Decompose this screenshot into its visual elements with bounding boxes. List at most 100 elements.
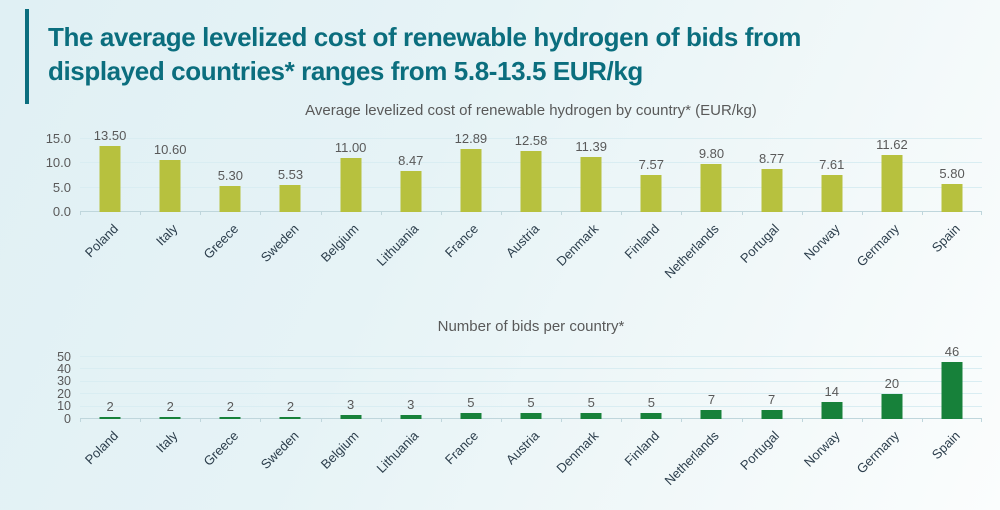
x-label-germany: Germany	[854, 221, 903, 270]
value-label-sweden: 2	[286, 398, 295, 414]
x-tick-norway: Norway	[800, 212, 862, 286]
x-tick-italy: Italy	[140, 212, 200, 286]
x-tick-norway: Norway	[800, 419, 862, 493]
bar-norway	[821, 174, 843, 212]
x-tick-poland: Poland	[80, 419, 140, 493]
value-label-belgium: 11.00	[334, 140, 367, 156]
value-label-portugal: 8.77	[758, 151, 785, 167]
bar-netherlands	[700, 164, 722, 212]
bids-chart-y-axis: 0 10 20 30 40 50	[30, 335, 80, 493]
bids-chart-main: 2 2 2 2 3 3 5 5 5 5 7 7 14 20 46 Poland Italy Greece Swed…	[80, 335, 983, 493]
bar-column-austria: 12.58	[501, 133, 561, 212]
bar-column-denmark: 11.39	[561, 139, 621, 212]
bar-column-lithuania: 8.47	[381, 139, 441, 212]
value-label-greece: 2	[226, 398, 234, 414]
bar-column-sweden: 5.53	[260, 139, 320, 212]
bar-column-greece: 5.30	[200, 139, 260, 212]
value-label-spain: 5.80	[939, 165, 965, 181]
x-tick-france: France	[440, 212, 501, 286]
bar-greece	[219, 186, 241, 212]
bar-column-germany: 11.62	[862, 137, 922, 212]
bar-france	[460, 149, 482, 212]
bar-column-austria: 5	[501, 357, 561, 419]
y-tick-label: 50	[57, 349, 71, 364]
x-tick-finland: Finland	[621, 212, 681, 286]
cost-chart-title: Average levelized cost of renewable hydr…	[305, 102, 757, 119]
bar-poland	[99, 416, 121, 419]
value-label-germany: 20	[884, 376, 900, 392]
x-label-poland: Poland	[81, 221, 121, 261]
bar-column-italy: 2	[140, 357, 200, 419]
bar-portugal	[761, 169, 783, 212]
value-label-sweden: 5.53	[277, 167, 304, 183]
bids-chart-plot-area: 2 2 2 2 3 3 5 5 5 5 7 7 14 20 46	[80, 344, 982, 419]
value-label-austria: 12.58	[514, 132, 548, 148]
value-label-lithuania: 3	[407, 397, 415, 413]
x-label-denmark: Denmark	[553, 428, 602, 476]
value-label-netherlands: 7	[707, 392, 716, 408]
value-label-finland: 5	[647, 394, 655, 410]
cost-chart-y-axis: 0.0 5.0 10.0 15.0	[30, 119, 80, 286]
x-label-spain: Spain	[928, 221, 963, 256]
x-tick-spain: Spain	[921, 212, 983, 286]
bar-series: 2 2 2 2 3 3 5 5 5 5 7 7 14 20 46	[80, 344, 982, 419]
header-accent-bar	[25, 9, 29, 104]
gridline	[80, 368, 982, 370]
x-label-denmark: Denmark	[553, 221, 602, 269]
bar-spain	[941, 183, 963, 212]
x-tick-denmark: Denmark	[554, 212, 621, 286]
page-title: The average levelized cost of renewable …	[48, 20, 970, 88]
y-tick-label: 10	[57, 399, 71, 414]
x-tick-finland: Finland	[621, 419, 681, 493]
y-tick-label: 0	[64, 411, 71, 426]
x-label-italy: Italy	[153, 428, 181, 456]
gridline	[80, 138, 982, 139]
x-label-belgium: Belgium	[317, 221, 362, 265]
x-label-lithuania: Lithuania	[373, 221, 422, 269]
value-label-finland: 7.57	[638, 157, 664, 173]
x-tick-austria: Austria	[500, 419, 561, 493]
x-tick-austria: Austria	[500, 212, 561, 286]
bar-spain	[941, 361, 963, 419]
page-title-line2: displayed countries* ranges from 5.8-13.…	[48, 56, 643, 86]
bar-belgium	[340, 158, 362, 212]
x-label-greece: Greece	[200, 428, 241, 469]
value-label-norway: 7.61	[819, 156, 845, 172]
x-tick-lithuania: Lithuania	[373, 419, 441, 493]
bar-column-spain: 5.80	[922, 139, 982, 212]
x-tick-netherlands: Netherlands	[662, 212, 741, 286]
bar-column-poland: 2	[80, 357, 140, 419]
bar-italy	[159, 160, 181, 212]
x-tick-sweden: Sweden	[257, 419, 320, 493]
gridline	[80, 393, 982, 395]
x-tick-portugal: Portugal	[737, 419, 802, 493]
bar-column-italy: 10.60	[140, 139, 200, 212]
value-label-netherlands: 9.80	[698, 146, 725, 162]
x-label-norway: Norway	[800, 428, 843, 470]
value-label-austria: 5	[527, 394, 535, 410]
value-label-norway: 14	[824, 383, 839, 399]
x-tick-belgium: Belgium	[317, 212, 381, 286]
x-label-france: France	[442, 428, 482, 468]
bar-column-sweden: 2	[260, 357, 320, 419]
bar-finland	[640, 175, 662, 212]
x-label-norway: Norway	[800, 221, 843, 263]
x-label-lithuania: Lithuania	[373, 428, 422, 476]
bar-column-lithuania: 3	[381, 357, 441, 419]
cost-chart-x-axis: Poland Italy Greece Sweden Belgium Lithuania F…	[80, 212, 983, 286]
header: The average levelized cost of renewable …	[0, 0, 1000, 104]
x-label-belgium: Belgium	[317, 428, 362, 472]
value-label-portugal: 7	[767, 392, 776, 408]
bar-norway	[821, 401, 843, 419]
value-label-poland: 13.50	[93, 128, 127, 144]
x-label-sweden: Sweden	[257, 428, 302, 472]
bar-netherlands	[700, 410, 722, 419]
bar-germany	[881, 394, 903, 419]
bar-column-france: 12.89	[441, 131, 501, 212]
bids-chart-x-axis: Poland Italy Greece Sweden Belgium Lithuania F…	[80, 419, 983, 493]
x-tick-spain: Spain	[921, 419, 983, 493]
y-tick-label: 20	[57, 386, 71, 401]
x-tick-poland: Poland	[80, 212, 140, 286]
x-tick-denmark: Denmark	[554, 419, 621, 493]
value-label-denmark: 11.39	[575, 138, 607, 154]
